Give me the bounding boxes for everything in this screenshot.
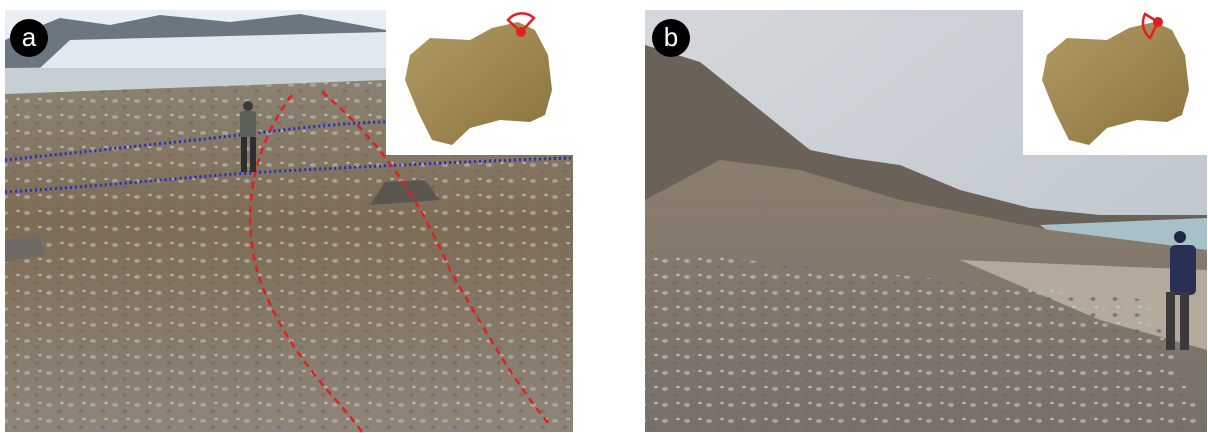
view-point (1153, 17, 1163, 27)
panel-label: b (664, 22, 678, 52)
view-point (516, 27, 526, 37)
panel-b: b (645, 0, 1207, 432)
panel-label: a (22, 22, 37, 52)
figure: a b (0, 0, 1208, 433)
panel-a: a (5, 0, 573, 432)
page: a b (() => { const data = JSON.parse(doc… (0, 0, 1208, 433)
